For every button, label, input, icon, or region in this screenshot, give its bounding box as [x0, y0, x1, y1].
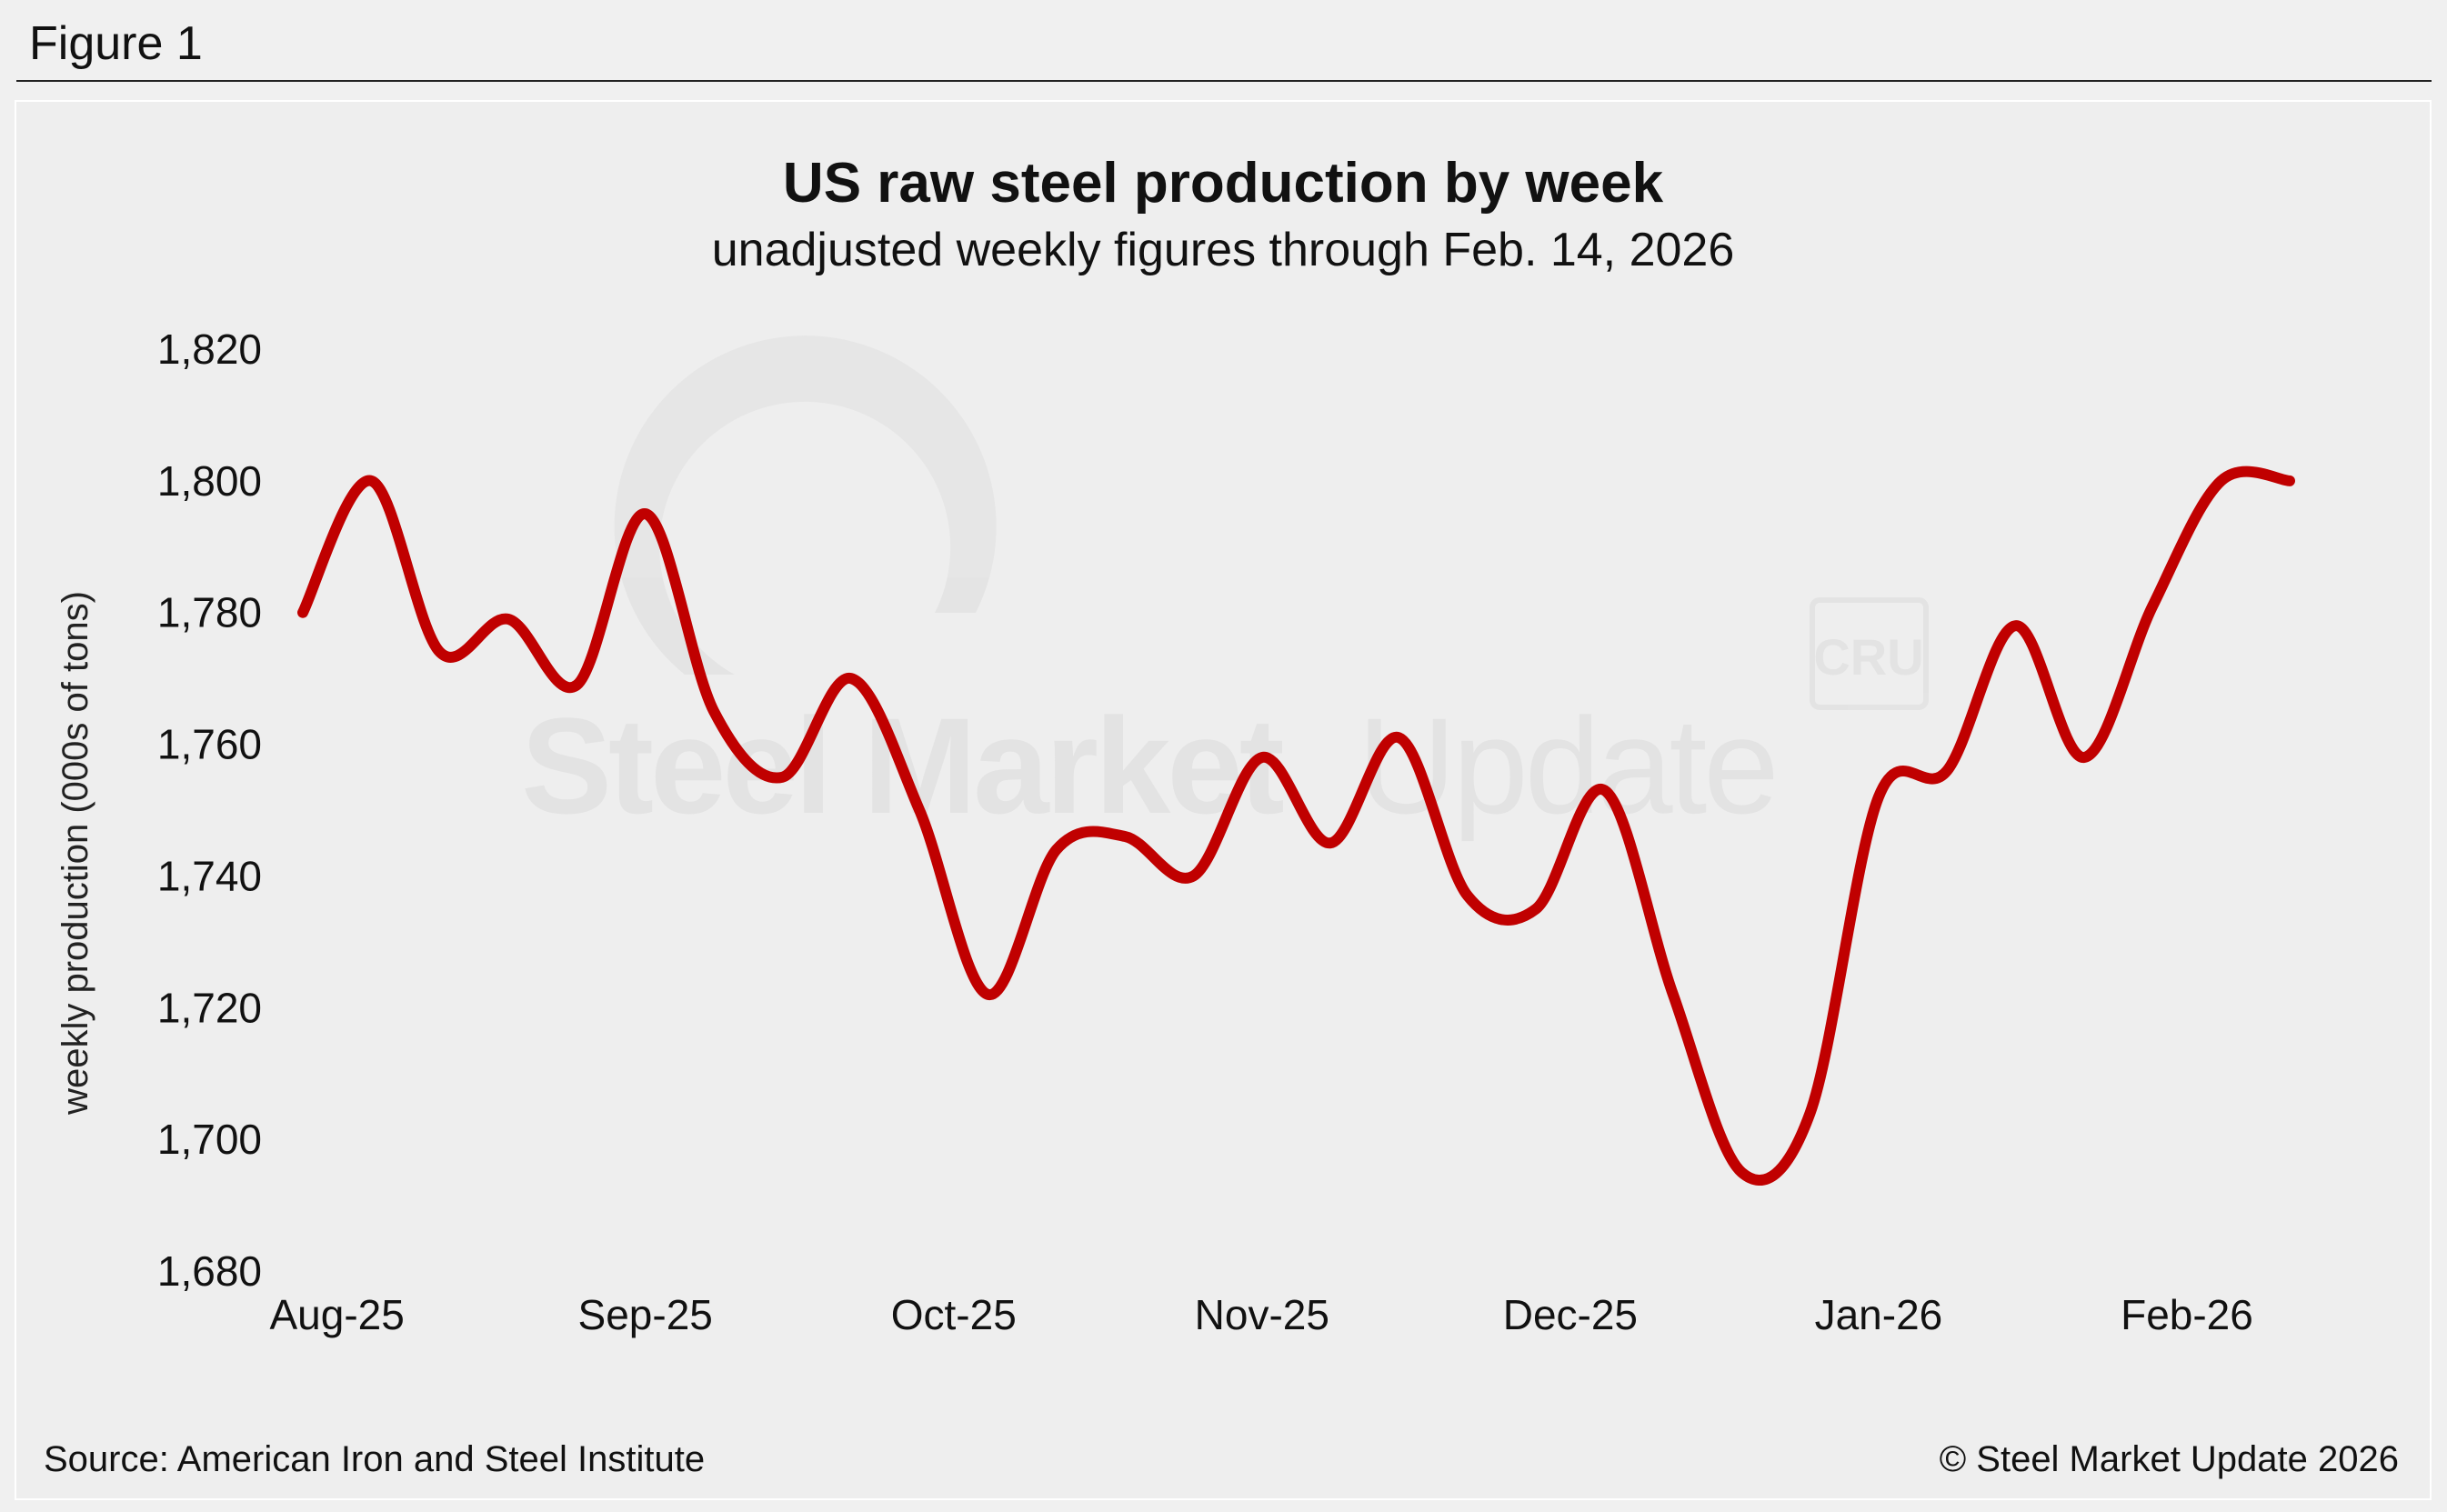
watermark-swoosh-icon	[614, 335, 997, 675]
series-layer	[297, 466, 2295, 1186]
watermark: Steel Market Update CRU	[521, 335, 1929, 842]
y-tick-label: 1,720	[157, 984, 262, 1031]
source-note: Source: American Iron and Steel Institut…	[44, 1439, 705, 1479]
x-tick-label: Oct-25	[891, 1291, 1017, 1338]
chart-panel: Steel Market Update CRU US raw steel pro…	[15, 100, 2432, 1500]
y-tick-label: 1,760	[157, 721, 262, 768]
chart-subtitle: unadjusted weekly figures through Feb. 1…	[712, 224, 1735, 276]
line-chart: Steel Market Update CRU US raw steel pro…	[44, 152, 2399, 1479]
watermark-text-light: Update	[1358, 689, 1776, 842]
x-tick-label: Jan-26	[1815, 1291, 1943, 1338]
figure-divider	[16, 80, 2432, 82]
y-tick-label: 1,740	[157, 852, 262, 899]
x-tick-labels: Aug-25 Sep-25 Oct-25 Nov-25 Dec-25 Jan-26 Feb-…	[270, 1291, 2253, 1338]
watermark-badge-icon	[1810, 597, 1929, 710]
y-tick-labels: 1,820 1,800 1,780 1,760 1,740 1,720 1,700 1,680	[157, 325, 262, 1295]
y-tick-label: 1,820	[157, 325, 262, 373]
y-tick-label: 1,680	[157, 1247, 262, 1295]
series-line	[297, 466, 2295, 1186]
figure-label: Figure 1	[29, 17, 203, 70]
y-tick-label: 1,700	[157, 1116, 262, 1163]
x-tick-label: Sep-25	[578, 1291, 713, 1338]
y-tick-label: 1,780	[157, 589, 262, 636]
x-tick-label: Feb-26	[2121, 1291, 2253, 1338]
x-tick-label: Dec-25	[1503, 1291, 1638, 1338]
copyright-note: © Steel Market Update 2026	[1940, 1439, 2399, 1479]
watermark-badge-text: CRU	[1813, 628, 1923, 686]
x-tick-label: Nov-25	[1195, 1291, 1329, 1338]
y-axis-label: weekly production (000s of tons)	[55, 591, 95, 1116]
y-tick-label: 1,800	[157, 457, 262, 505]
x-tick-label: Aug-25	[270, 1291, 405, 1338]
chart-title: US raw steel production by week	[783, 152, 1664, 215]
